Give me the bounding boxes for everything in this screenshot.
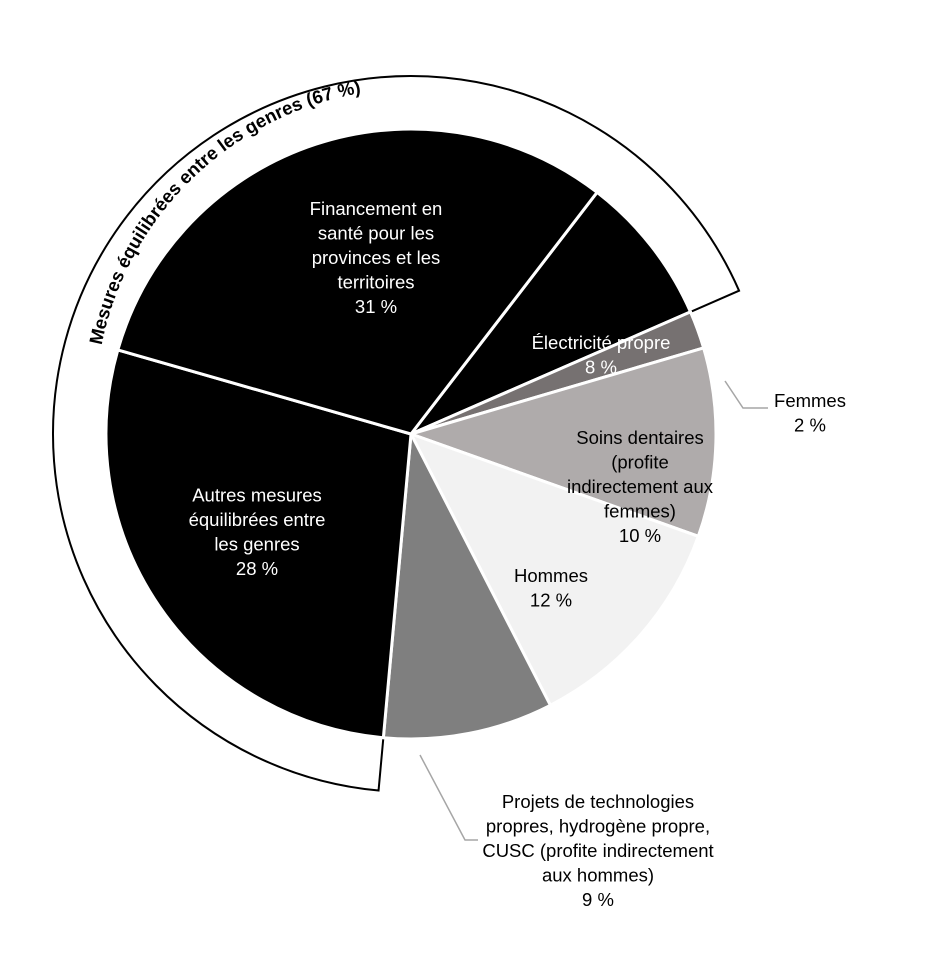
slice-label-line: Financement en xyxy=(310,198,443,219)
slice-label-line: les genres xyxy=(214,533,299,554)
slice-label-line: équilibrées entre xyxy=(189,509,326,530)
slice-label-line: Hommes xyxy=(514,565,588,586)
slice-label-dentaires: Soins dentaires (profite indirectement aux… xyxy=(567,427,714,546)
leader-line-layer xyxy=(419,380,768,841)
pie-slice-autres xyxy=(104,348,413,740)
pie-slice-sante xyxy=(116,127,599,436)
pie-slice-hommes xyxy=(409,432,700,707)
slice-label-line: Électricité propre xyxy=(532,332,671,353)
leader-line-femmes xyxy=(724,380,768,409)
slice-label-line: 12 % xyxy=(530,589,572,610)
slice-label-line: femmes) xyxy=(604,501,676,522)
label-layer: Électricité propre 8 % Femmes 2 % Soins dent… xyxy=(189,198,846,910)
slice-label-femmes: Femmes 2 % xyxy=(774,390,846,436)
slice-label-line: provinces et les xyxy=(312,247,441,268)
slice-layer xyxy=(104,127,718,741)
slice-label-line: territoires xyxy=(337,272,414,293)
pie-slice-elec xyxy=(409,190,692,436)
slice-label-line: propres, hydrogène propre, xyxy=(486,816,710,837)
pie-slice-projets xyxy=(381,432,552,741)
slice-label-line: 9 % xyxy=(582,889,614,910)
pie-slice-dentaires xyxy=(409,346,718,538)
slice-label-line: santé pour les xyxy=(318,223,434,244)
slice-label-line: 31 % xyxy=(355,296,397,317)
slice-label-projets: Projets de technologies propres, hydrogèn… xyxy=(482,791,713,910)
slice-label-line: indirectement aux xyxy=(567,476,714,497)
slice-label-line: 8 % xyxy=(585,356,617,377)
slice-label-elec: Électricité propre 8 % xyxy=(532,332,671,378)
slice-label-line: aux hommes) xyxy=(542,865,654,886)
slice-label-line: CUSC (profite indirectement xyxy=(482,840,713,861)
slice-label-line: 2 % xyxy=(794,414,826,435)
slice-label-line: Femmes xyxy=(774,390,846,411)
slice-label-sante: Financement en santé pour les provinces et… xyxy=(310,198,443,317)
leader-line-projets xyxy=(419,754,478,841)
slice-label-line: Projets de technologies xyxy=(502,791,694,812)
slice-label-line: 28 % xyxy=(236,558,278,579)
slice-label-hommes: Hommes 12 % xyxy=(514,565,588,611)
slice-label-line: (profite xyxy=(611,452,669,473)
slice-label-line: Autres mesures xyxy=(192,484,322,505)
slice-label-autres: Autres mesures équilibrées entre les genre… xyxy=(189,484,326,579)
slice-label-line: Soins dentaires xyxy=(576,427,704,448)
slice-label-line: 10 % xyxy=(619,525,661,546)
